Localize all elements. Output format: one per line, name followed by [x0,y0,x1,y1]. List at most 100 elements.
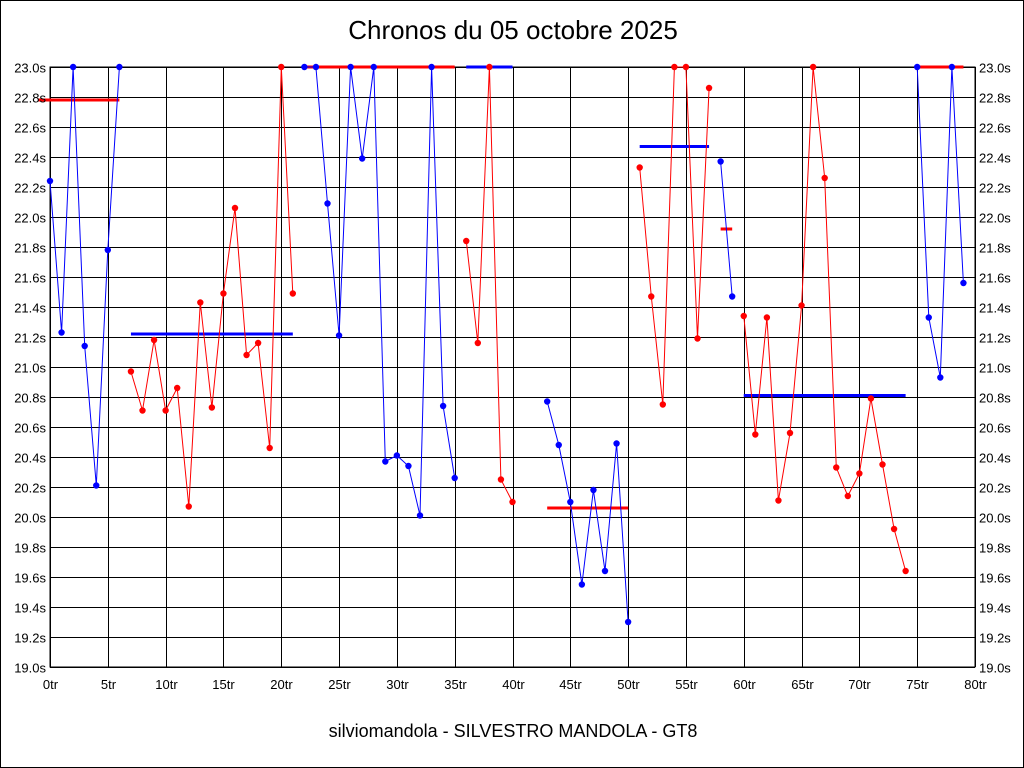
lap-point [659,401,667,408]
lap-point [844,492,852,500]
lap-point [809,63,817,71]
y-tick-label-left: 20.0s [14,511,46,526]
stint-lap-line [546,401,629,623]
lap-point [58,329,65,336]
lap-point [925,314,932,321]
lap-point [474,339,482,347]
y-tick-label-left: 20.2s [14,481,46,496]
lap-point [173,384,181,392]
lap-point [463,237,470,245]
y-tick-label-right: 20.6s [979,421,1011,436]
x-tick-label: 35tr [444,677,467,692]
y-tick-label-right: 22.0s [979,211,1011,226]
lap-point [717,158,724,165]
x-tick-label: 30tr [386,677,409,692]
lap-point [451,474,458,482]
x-tick-label: 55tr [675,677,698,692]
series-lines [49,66,964,623]
lap-point [682,63,690,71]
lap-point [312,63,320,71]
y-tick-label-left: 22.4s [14,151,46,166]
lap-point [509,498,516,506]
y-tick-label-right: 21.8s [979,241,1011,256]
stint-lap-line [639,66,710,405]
stint-lap-line [720,161,733,297]
lap-point [243,351,250,359]
y-tick-label-left: 21.6s [14,271,46,286]
lap-point [335,332,343,339]
lap-point [104,246,112,254]
y-tick-label-left: 20.6s [14,421,46,436]
x-tick-label: 65tr [791,677,814,692]
lap-point [46,177,54,185]
lap-point [705,84,713,92]
lap-point [913,63,921,71]
stint-lap-line [465,66,513,503]
lap-point [671,63,678,71]
lap-point [694,335,701,342]
y-tick-label-right: 19.4s [979,601,1011,616]
y-tick-label-right: 22.2s [979,181,1011,196]
y-tick-label-left: 21.2s [14,331,46,346]
lap-point [127,368,135,375]
y-tick-label-left: 21.4s [14,301,46,316]
chart-title: Chronos du 05 octobre 2025 [348,15,678,45]
lap-point [798,302,805,309]
y-tick-label-right: 21.4s [979,301,1011,316]
lap-point [728,293,736,300]
x-tick-label: 5tr [101,677,117,692]
lap-point [370,63,377,71]
y-tick-label-right: 19.6s [979,571,1011,586]
lap-point [624,618,632,626]
x-tick-label: 45tr [559,677,582,692]
lap-point [890,525,898,533]
x-tick-label: 40tr [502,677,525,692]
y-tick-label-right: 22.8s [979,91,1011,106]
y-tick-label-left: 19.2s [14,631,46,646]
y-tick-label-left: 20.4s [14,451,46,466]
lap-point [740,312,747,320]
lap-point [382,458,389,465]
y-tick-label-left: 19.6s [14,571,46,586]
average-lines [38,65,964,510]
lap-point [197,299,204,306]
stint-lap-line [130,66,294,507]
lap-point [139,407,146,414]
lap-point [497,476,505,483]
stint-lap-line [916,66,964,378]
y-tick-label-left: 19.8s [14,541,46,556]
y-tick-label-right: 20.4s [979,451,1011,466]
lap-point [856,470,863,477]
lap-point [636,164,643,171]
lap-point [69,63,77,71]
lap-point [231,204,239,212]
lap-point [347,63,354,71]
y-tick-label-left: 22.6s [14,121,46,136]
lap-point [648,293,655,300]
lap-point [405,462,412,470]
lap-point [393,452,401,459]
x-tick-label: 25tr [328,677,351,692]
lap-point [439,402,447,410]
y-tick-label-right: 19.8s [979,541,1011,556]
y-tick-label-left: 22.2s [14,181,46,196]
lap-point [116,63,123,71]
lap-point [590,486,597,494]
y-tick-label-right: 20.8s [979,391,1011,406]
lap-point [220,290,227,297]
x-tick-label: 80tr [964,677,987,692]
y-tick-label-right: 19.0s [979,661,1011,676]
lap-point [948,63,956,71]
lap-point [208,404,216,411]
lap-point [416,512,424,519]
x-tick-label: 20tr [270,677,293,692]
lap-point [833,464,840,471]
y-tick-label-right: 21.2s [979,331,1011,346]
stint-lap-line [304,66,456,516]
lap-point [289,290,297,297]
y-tick-label-left: 19.4s [14,601,46,616]
x-tick-label: 15tr [212,677,235,692]
y-tick-label-right: 23.0s [979,61,1011,76]
y-tick-label-left: 21.0s [14,361,46,376]
lap-point [278,63,285,71]
